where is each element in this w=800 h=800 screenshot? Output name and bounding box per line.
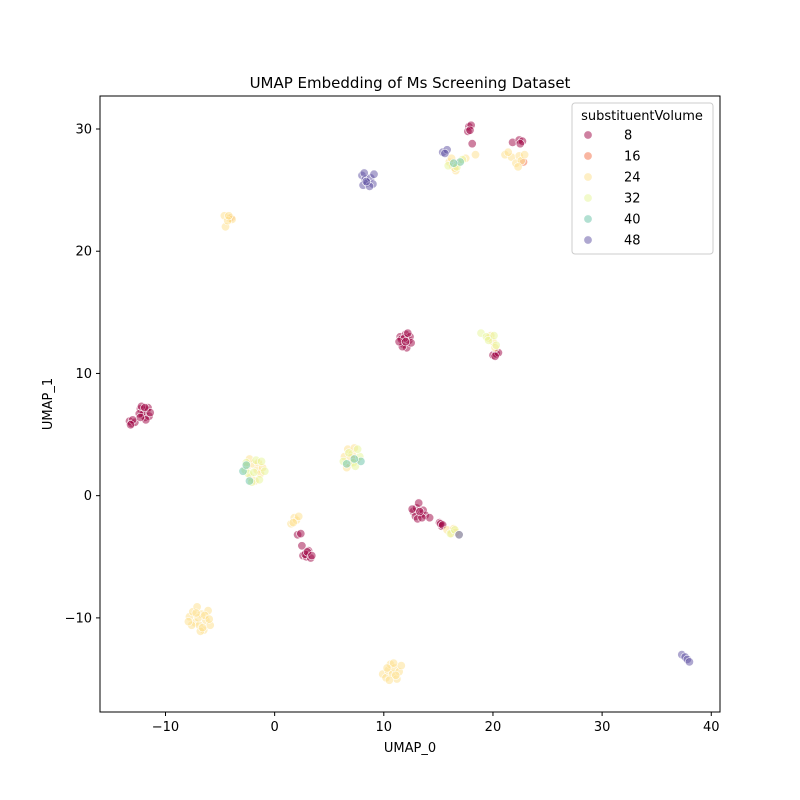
x-tick-label: 10 <box>376 720 393 735</box>
data-point-8 <box>307 551 317 561</box>
y-tick-label: 0 <box>84 489 92 504</box>
data-point-48 <box>440 148 450 158</box>
data-point-24 <box>204 614 214 624</box>
data-point-24 <box>183 617 193 627</box>
data-point-32 <box>260 466 270 476</box>
legend-box <box>571 102 714 255</box>
legend-title: substituentVolume <box>581 109 703 124</box>
data-point-48 <box>359 168 369 178</box>
x-tick-label: −10 <box>152 720 179 735</box>
data-point-8 <box>296 529 306 539</box>
data-point-48 <box>454 530 464 540</box>
data-point-24 <box>191 608 201 618</box>
data-point-8 <box>407 504 417 514</box>
legend-label-16: 16 <box>624 150 641 165</box>
data-point-32 <box>353 444 363 454</box>
data-point-8 <box>135 412 145 422</box>
points-layer <box>125 120 694 685</box>
legend-label-8: 8 <box>624 129 632 144</box>
data-point-24 <box>520 150 530 160</box>
data-point-8 <box>467 139 477 149</box>
legend-marker-8 <box>583 130 593 140</box>
data-point-24 <box>198 623 208 633</box>
data-point-8 <box>401 337 411 347</box>
data-point-32 <box>489 331 499 341</box>
data-point-24 <box>513 162 523 172</box>
y-tick-label: −10 <box>65 611 92 626</box>
data-point-40 <box>449 158 459 168</box>
legend: substituentVolume 8 16 24 32 40 48 <box>571 102 714 255</box>
data-point-24 <box>503 147 513 157</box>
legend-marker-24 <box>583 172 593 182</box>
data-point-8 <box>414 498 424 508</box>
data-point-24 <box>288 518 298 528</box>
data-point-8 <box>465 125 475 135</box>
data-point-8 <box>403 328 413 338</box>
data-point-24 <box>294 511 304 521</box>
legend-label-32: 32 <box>624 192 641 207</box>
legend-label-24: 24 <box>624 171 641 186</box>
data-point-32 <box>256 456 266 466</box>
x-tick-label: 0 <box>271 720 279 735</box>
data-point-24 <box>396 661 406 671</box>
y-tick-label: 30 <box>75 123 92 138</box>
data-point-8 <box>140 403 150 413</box>
legend-marker-48 <box>583 235 593 245</box>
data-point-32 <box>491 340 501 350</box>
data-point-24 <box>224 211 234 221</box>
data-point-24 <box>382 663 392 673</box>
data-point-32 <box>254 475 264 485</box>
data-point-8 <box>297 541 307 551</box>
data-point-48 <box>361 177 371 187</box>
data-point-24 <box>384 675 394 685</box>
legend-label-40: 40 <box>624 213 641 228</box>
data-point-40 <box>245 476 255 486</box>
data-point-24 <box>470 150 480 160</box>
y-axis-label: UMAP_1 <box>41 378 56 430</box>
data-point-48 <box>684 657 694 667</box>
data-point-8 <box>515 139 525 149</box>
x-axis-label: UMAP_0 <box>384 741 436 756</box>
data-point-48 <box>369 169 379 179</box>
x-tick-label: 20 <box>485 720 502 735</box>
legend-marker-40 <box>583 214 593 224</box>
y-tick-label: 20 <box>75 245 92 260</box>
plot-frame <box>99 95 721 713</box>
data-point-40 <box>349 454 359 464</box>
data-point-8 <box>415 507 425 517</box>
legend-marker-16 <box>583 151 593 161</box>
y-tick-label: 10 <box>75 367 92 382</box>
chart-title: UMAP Embedding of Ms Screening Dataset <box>250 74 571 92</box>
data-point-40 <box>342 459 352 469</box>
legend-label-48: 48 <box>624 234 641 249</box>
data-point-24 <box>391 670 401 680</box>
data-point-8 <box>126 420 136 430</box>
legend-marker-32 <box>583 193 593 203</box>
data-point-24 <box>389 658 399 668</box>
data-point-8 <box>490 351 500 361</box>
ticks-layer: −10 0 10 20 30 40 −10 0 10 20 30 <box>65 123 720 736</box>
data-point-40 <box>241 460 251 470</box>
legend-entries: 8 16 24 32 40 48 <box>583 129 641 249</box>
data-point-32 <box>344 448 354 458</box>
data-point-8 <box>425 513 435 523</box>
x-tick-label: 30 <box>594 720 611 735</box>
x-tick-label: 40 <box>703 720 720 735</box>
data-point-32 <box>249 467 259 477</box>
